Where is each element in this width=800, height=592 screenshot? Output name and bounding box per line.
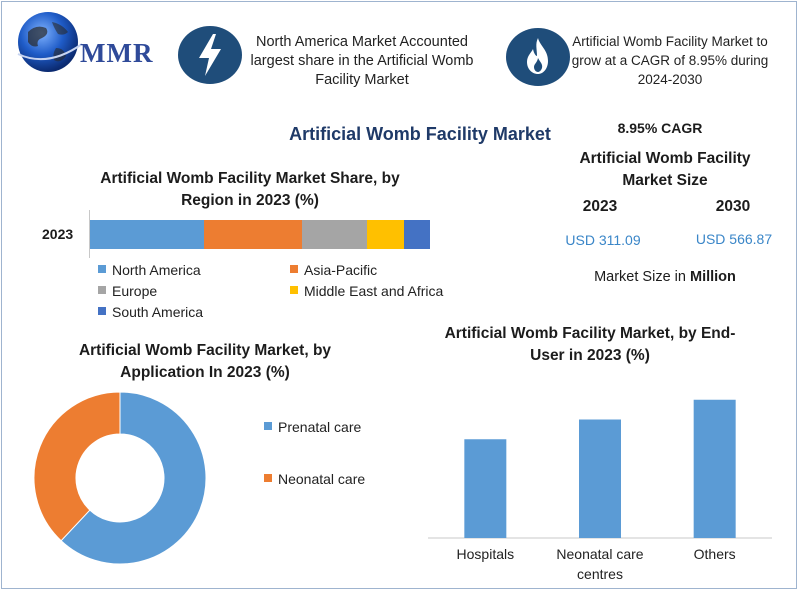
legend-north-america: North America [98, 262, 201, 278]
legend-neonatal-care: Neonatal care [264, 471, 365, 487]
mmr-logo [17, 12, 83, 72]
application-donut-chart [33, 391, 207, 565]
lightning-bolt-icon [178, 26, 242, 84]
legend-asia-pacific: Asia-Pacific [290, 262, 377, 278]
market-size-year-end: 2030 [715, 198, 751, 215]
x-tick-label: Hospitals [457, 546, 515, 562]
legend-swatch [98, 307, 106, 316]
flame-icon [506, 28, 570, 86]
bar-segment-north-america [90, 220, 204, 249]
legend-swatch [98, 265, 106, 274]
cagr-label: 8.95% CAGR [617, 120, 703, 136]
legend-south-america: South America [98, 304, 203, 320]
legend-europe: Europe [98, 283, 157, 299]
bar-others [693, 399, 736, 538]
stack-axis-line [89, 210, 90, 258]
donut-slice-neonatal-care [33, 391, 121, 542]
main-title: Artificial Womb Facility Market [289, 124, 551, 144]
end-user-bar-chart: Hospitals Neonatal care centres Others [428, 399, 772, 582]
bar-segment-asia-pacific [203, 220, 303, 249]
x-tick-label: Neonatal care [556, 546, 643, 562]
legend-middle-east-africa: Middle East and Africa [290, 283, 443, 299]
bar-segment-europe [302, 220, 368, 249]
x-tick-label: Others [694, 546, 736, 562]
market-size-title: Artificial Womb Facility Market Size [579, 150, 751, 189]
donut-slice-prenatal-care [60, 391, 207, 565]
application-chart-title: Artificial Womb Facility Market, by Appl… [78, 342, 332, 381]
legend-swatch [98, 286, 106, 295]
bar-neonatal-care-centres [579, 419, 621, 538]
highlight-text-2: Artificial Womb Facility Market to grow … [571, 34, 769, 87]
bar-segment-middle-east-and-africa [367, 220, 405, 249]
legend-swatch [264, 474, 272, 483]
region-stacked-bar [90, 220, 430, 249]
highlight-text-1: North America Market Accounted largest s… [250, 34, 474, 88]
globe-icon [18, 12, 78, 72]
market-size-value-start: USD 311.09 [565, 232, 641, 248]
market-size-value-end: USD 566.87 [695, 231, 773, 247]
region-share-title: Artificial Womb Facility Market Share, b… [100, 170, 400, 209]
legend-swatch [290, 265, 298, 274]
x-tick-label: centres [577, 566, 623, 582]
legend-prenatal-care: Prenatal care [264, 419, 361, 435]
legend-swatch [264, 422, 272, 431]
bar-hospitals [464, 439, 507, 538]
market-size-year-start: 2023 [582, 198, 618, 215]
end-user-chart-title: Artificial Womb Facility Market, by End-… [444, 325, 736, 364]
logo-text: MMR [80, 38, 154, 68]
market-size-units: Market Size in Million [594, 269, 736, 285]
bar-segment-south-america [404, 220, 430, 249]
legend-swatch [290, 286, 298, 295]
stack-category-label: 2023 [42, 226, 74, 242]
